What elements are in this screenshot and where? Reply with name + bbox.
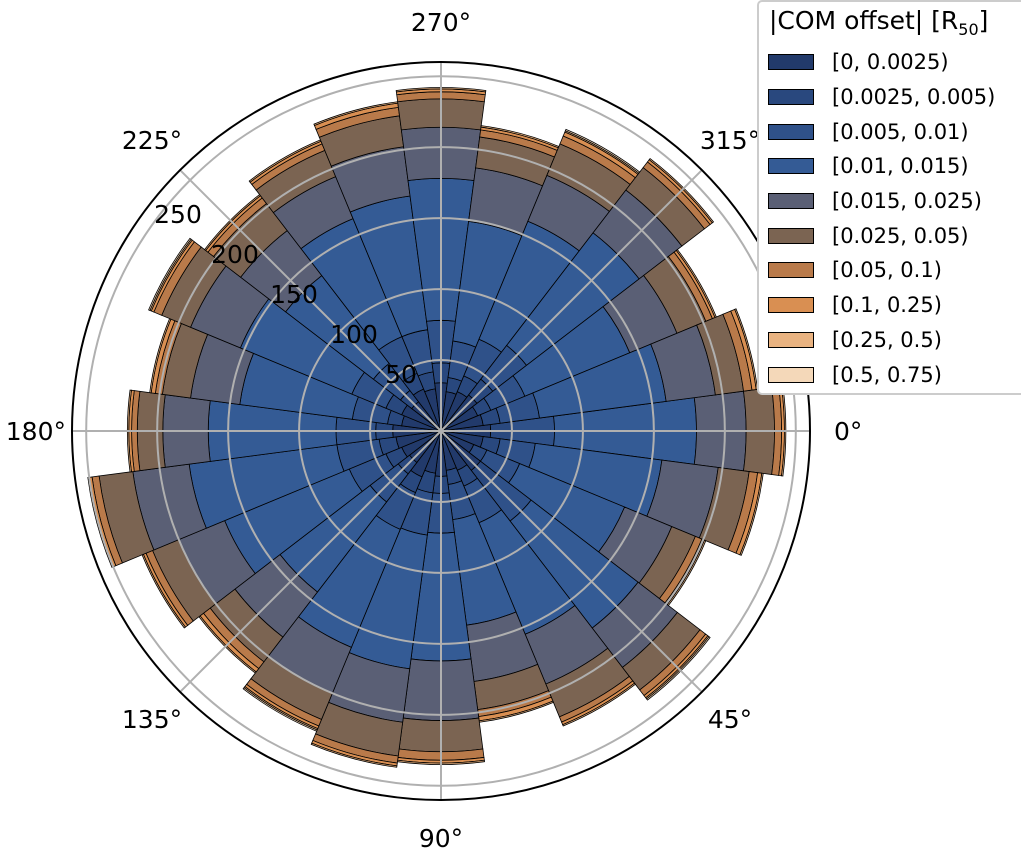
legend-item: [0.015, 0.025)	[759, 184, 1021, 219]
theta-tick-label-315: 315°	[700, 126, 760, 155]
grid-group	[72, 62, 810, 800]
legend-label: [0, 0.0025)	[832, 50, 949, 75]
legend-item: [0.1, 0.25)	[759, 288, 1021, 323]
legend-label: [0.25, 0.5)	[832, 327, 942, 352]
legend-title-text: |COM offset| [R	[769, 6, 959, 35]
legend-swatch	[768, 297, 814, 314]
bar-segment	[242, 687, 318, 732]
legend-item: [0, 0.0025)	[759, 45, 1021, 80]
bar-segment	[126, 389, 132, 473]
theta-tick-label-225: 225°	[122, 126, 182, 155]
r-tick-label-100: 100	[330, 320, 378, 349]
theta-tick-label-270: 270°	[411, 8, 471, 37]
legend-title-end: ]	[978, 6, 989, 35]
theta-tick-label-135: 135°	[122, 705, 182, 734]
legend-label: [0.05, 0.1)	[832, 258, 942, 283]
theta-tick-label-180: 180°	[6, 417, 66, 446]
bar-segment	[739, 472, 764, 556]
legend-title-subscript: 50	[958, 20, 979, 39]
legend-item: [0.05, 0.1)	[759, 253, 1021, 288]
legend-swatch	[768, 158, 814, 175]
bar-segment	[734, 308, 759, 390]
theta-gridline	[179, 169, 442, 432]
legend-label: [0.005, 0.01)	[832, 119, 969, 144]
legend-title: |COM offset| [R50]	[769, 6, 1021, 39]
bar-segment	[648, 157, 715, 224]
legend-item: [0.25, 0.5)	[759, 323, 1021, 358]
r-tick-label-150: 150	[270, 280, 318, 309]
r-tick-label-50: 50	[385, 360, 417, 389]
legend-swatch	[768, 193, 814, 210]
theta-gridline	[440, 169, 703, 432]
theta-tick-label-90: 90°	[419, 824, 463, 853]
theta-tick-label-45: 45°	[708, 705, 752, 734]
theta-gridline	[440, 430, 703, 693]
theta-gridline	[179, 430, 442, 693]
legend-item: [0.5, 0.75)	[759, 357, 1021, 392]
legend-swatch	[768, 366, 814, 383]
legend-item: [0.025, 0.05)	[759, 218, 1021, 253]
legend-label: [0.025, 0.05)	[832, 223, 969, 248]
r-tick-label-200: 200	[211, 240, 259, 269]
r-tick-label-250: 250	[154, 200, 202, 229]
legend-item: [0.005, 0.01)	[759, 114, 1021, 149]
legend-label: [0.5, 0.75)	[832, 362, 942, 387]
bar-segment	[781, 385, 787, 477]
legend-item: [0.01, 0.015)	[759, 149, 1021, 184]
legend-label: [0.015, 0.025)	[832, 189, 982, 214]
legend-label: [0.0025, 0.005)	[832, 85, 996, 110]
legend-swatch	[768, 262, 814, 279]
bar-segment	[395, 87, 487, 93]
bar-segment	[310, 742, 398, 768]
legend-item: [0.0025, 0.005)	[759, 80, 1021, 115]
legend-items: [0, 0.0025) [0.0025, 0.005) [0.005, 0.01…	[759, 45, 1021, 392]
legend-swatch	[768, 331, 814, 348]
legend: |COM offset| [R50] [0, 0.0025) [0.0025, …	[757, 0, 1021, 395]
theta-tick-label-0: 0°	[834, 417, 862, 446]
legend-swatch	[768, 54, 814, 71]
bar-segment	[646, 636, 711, 701]
bar-segment	[562, 682, 636, 727]
legend-swatch	[768, 89, 814, 106]
legend-label: [0.01, 0.015)	[832, 154, 969, 179]
legend-swatch	[768, 123, 814, 140]
polar-outer-frame	[71, 61, 811, 801]
legend-label: [0.1, 0.25)	[832, 293, 942, 318]
bar-segment	[148, 237, 192, 311]
legend-swatch	[768, 227, 814, 244]
